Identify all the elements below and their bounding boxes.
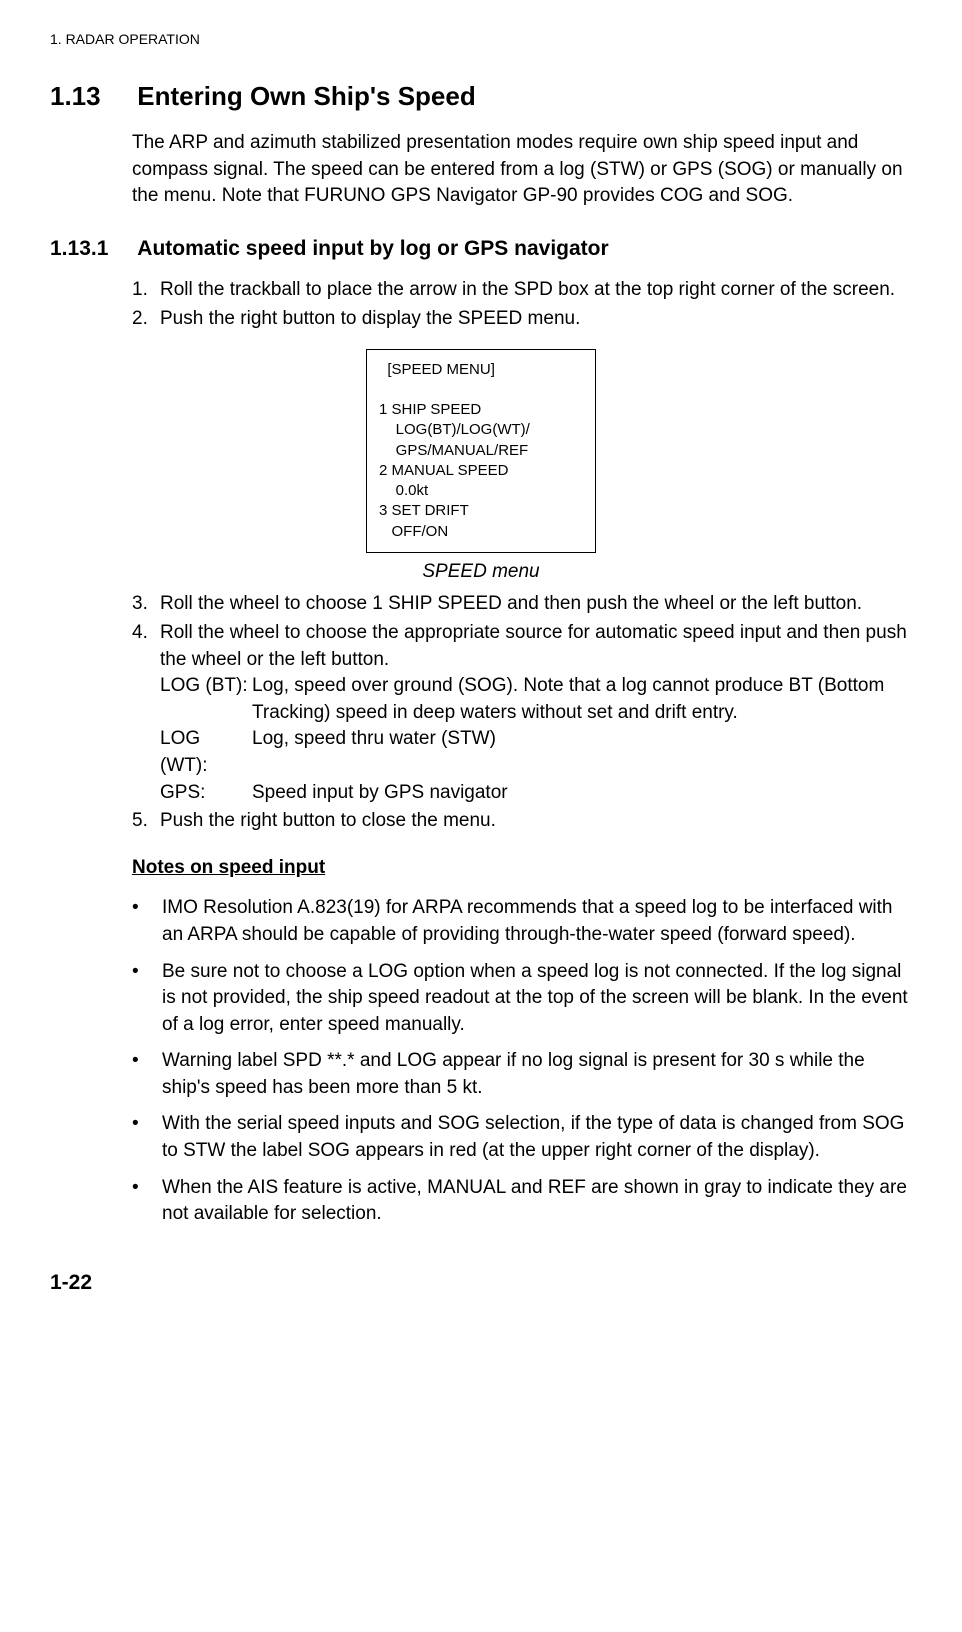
- bullet-item: • With the serial speed inputs and SOG s…: [132, 1111, 912, 1164]
- section-number: 1.13: [50, 78, 132, 114]
- menu-line: 0.0kt: [379, 481, 583, 501]
- bullet-item: • Be sure not to choose a LOG option whe…: [132, 959, 912, 1039]
- list-item: 5. Push the right button to close the me…: [132, 808, 912, 835]
- definition-row: LOG (BT): Log, speed over ground (SOG). …: [160, 673, 912, 726]
- list-item: 2. Push the right button to display the …: [132, 306, 912, 333]
- subsection-heading: 1.13.1 Automatic speed input by log or G…: [50, 234, 912, 264]
- bullet-text: With the serial speed inputs and SOG sel…: [162, 1111, 912, 1164]
- def-text: Log, speed over ground (SOG). Note that …: [252, 673, 912, 726]
- steps-list-2: 3. Roll the wheel to choose 1 SHIP SPEED…: [132, 591, 912, 834]
- bullet-icon: •: [132, 895, 162, 948]
- page-number: 1-22: [50, 1268, 912, 1297]
- bullet-item: • Warning label SPD **.* and LOG appear …: [132, 1048, 912, 1101]
- list-number: 1.: [132, 277, 160, 304]
- bullet-icon: •: [132, 959, 162, 1039]
- bullet-text: Be sure not to choose a LOG option when …: [162, 959, 912, 1039]
- def-label: GPS:: [160, 780, 252, 807]
- menu-caption: SPEED menu: [50, 559, 912, 586]
- list-number: 2.: [132, 306, 160, 333]
- list-item: 3. Roll the wheel to choose 1 SHIP SPEED…: [132, 591, 912, 618]
- bullet-item: • IMO Resolution A.823(19) for ARPA reco…: [132, 895, 912, 948]
- list-item: 4. Roll the wheel to choose the appropri…: [132, 620, 912, 806]
- page-header: 1. RADAR OPERATION: [50, 30, 912, 50]
- menu-line: GPS/MANUAL/REF: [379, 441, 583, 461]
- subsection-title: Automatic speed input by log or GPS navi…: [137, 234, 608, 263]
- bullet-text: Warning label SPD **.* and LOG appear if…: [162, 1048, 912, 1101]
- bullet-text: IMO Resolution A.823(19) for ARPA recomm…: [162, 895, 912, 948]
- menu-title: [SPEED MENU]: [379, 360, 583, 380]
- menu-line: LOG(BT)/LOG(WT)/: [379, 420, 583, 440]
- menu-line: 3 SET DRIFT: [379, 501, 583, 521]
- list-number: 4.: [132, 620, 160, 806]
- menu-line: OFF/ON: [379, 522, 583, 542]
- bullet-item: • When the AIS feature is active, MANUAL…: [132, 1175, 912, 1228]
- notes-heading: Notes on speed input: [132, 855, 912, 882]
- steps-list-1: 1. Roll the trackball to place the arrow…: [132, 277, 912, 332]
- section-title: Entering Own Ship's Speed: [137, 78, 475, 114]
- menu-line: 1 SHIP SPEED: [379, 400, 583, 420]
- def-label: LOG (WT):: [160, 726, 252, 779]
- def-label: LOG (BT):: [160, 673, 252, 726]
- bullet-icon: •: [132, 1111, 162, 1164]
- menu-line: 2 MANUAL SPEED: [379, 461, 583, 481]
- list-text: Roll the trackball to place the arrow in…: [160, 277, 912, 304]
- list-text: Roll the wheel to choose the appropriate…: [160, 620, 912, 806]
- bullet-icon: •: [132, 1175, 162, 1228]
- list-number: 3.: [132, 591, 160, 618]
- intro-paragraph: The ARP and azimuth stabilized presentat…: [132, 130, 912, 210]
- def-text: Speed input by GPS navigator: [252, 780, 912, 807]
- list-item: 1. Roll the trackball to place the arrow…: [132, 277, 912, 304]
- def-text: Log, speed thru water (STW): [252, 726, 912, 779]
- definition-row: LOG (WT): Log, speed thru water (STW): [160, 726, 912, 779]
- list-text: Push the right button to close the menu.: [160, 808, 912, 835]
- section-heading: 1.13 Entering Own Ship's Speed: [50, 78, 912, 114]
- definition-row: GPS: Speed input by GPS navigator: [160, 780, 912, 807]
- bullet-list: • IMO Resolution A.823(19) for ARPA reco…: [132, 895, 912, 1228]
- bullet-icon: •: [132, 1048, 162, 1101]
- list-text: Push the right button to display the SPE…: [160, 306, 912, 333]
- list-number: 5.: [132, 808, 160, 835]
- subsection-number: 1.13.1: [50, 234, 132, 263]
- speed-menu-box: [SPEED MENU] 1 SHIP SPEED LOG(BT)/LOG(WT…: [366, 349, 596, 553]
- bullet-text: When the AIS feature is active, MANUAL a…: [162, 1175, 912, 1228]
- list-text: Roll the wheel to choose 1 SHIP SPEED an…: [160, 591, 912, 618]
